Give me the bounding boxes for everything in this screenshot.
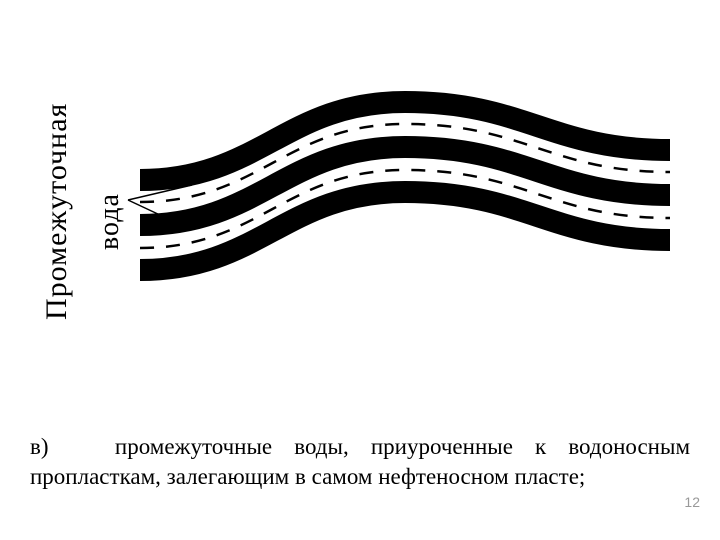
diagram-area: Промежуточная вода [40, 30, 680, 370]
label-intermediate: Промежуточная [40, 60, 74, 320]
page-number: 12 [684, 494, 700, 510]
strata-cross-section [130, 50, 680, 350]
caption-prefix: в) [30, 434, 49, 459]
caption: в) промежуточные воды, приуроченные к во… [30, 432, 690, 492]
caption-text: промежуточные воды, приуроченные к водон… [30, 434, 690, 489]
